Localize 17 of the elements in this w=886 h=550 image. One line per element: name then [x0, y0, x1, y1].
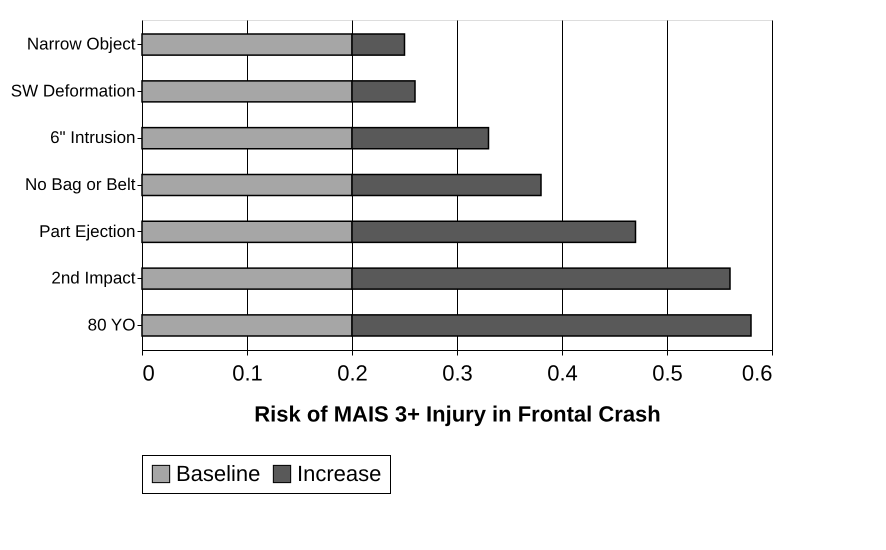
y-tick-label: Part Ejection — [39, 222, 136, 241]
y-tick-label: 6" Intrusion — [50, 128, 136, 148]
x-tick-label: 0 — [142, 360, 155, 386]
y-tick-label: SW Deformation — [10, 81, 136, 100]
x-tick-label: 0.6 — [742, 360, 772, 386]
legend-label: Baseline — [176, 461, 260, 486]
x-axis-title: Risk of MAIS 3+ Injury in Frontal Crash — [254, 402, 661, 426]
y-tick-label: 2nd Impact — [51, 268, 136, 288]
x-tick-label: 0.1 — [232, 360, 263, 386]
x-tick-label: 0.4 — [547, 360, 578, 386]
x-tick-label: 0.3 — [442, 360, 473, 386]
y-tick-label: 80 YO — [88, 315, 136, 334]
x-tick-label: 0.5 — [652, 360, 683, 386]
y-tick-label: Narrow Object — [26, 34, 136, 54]
legend-label: Increase — [297, 461, 382, 486]
y-tick-label: No Bag or Belt — [24, 175, 136, 194]
x-tick-label: 0.2 — [337, 360, 368, 386]
